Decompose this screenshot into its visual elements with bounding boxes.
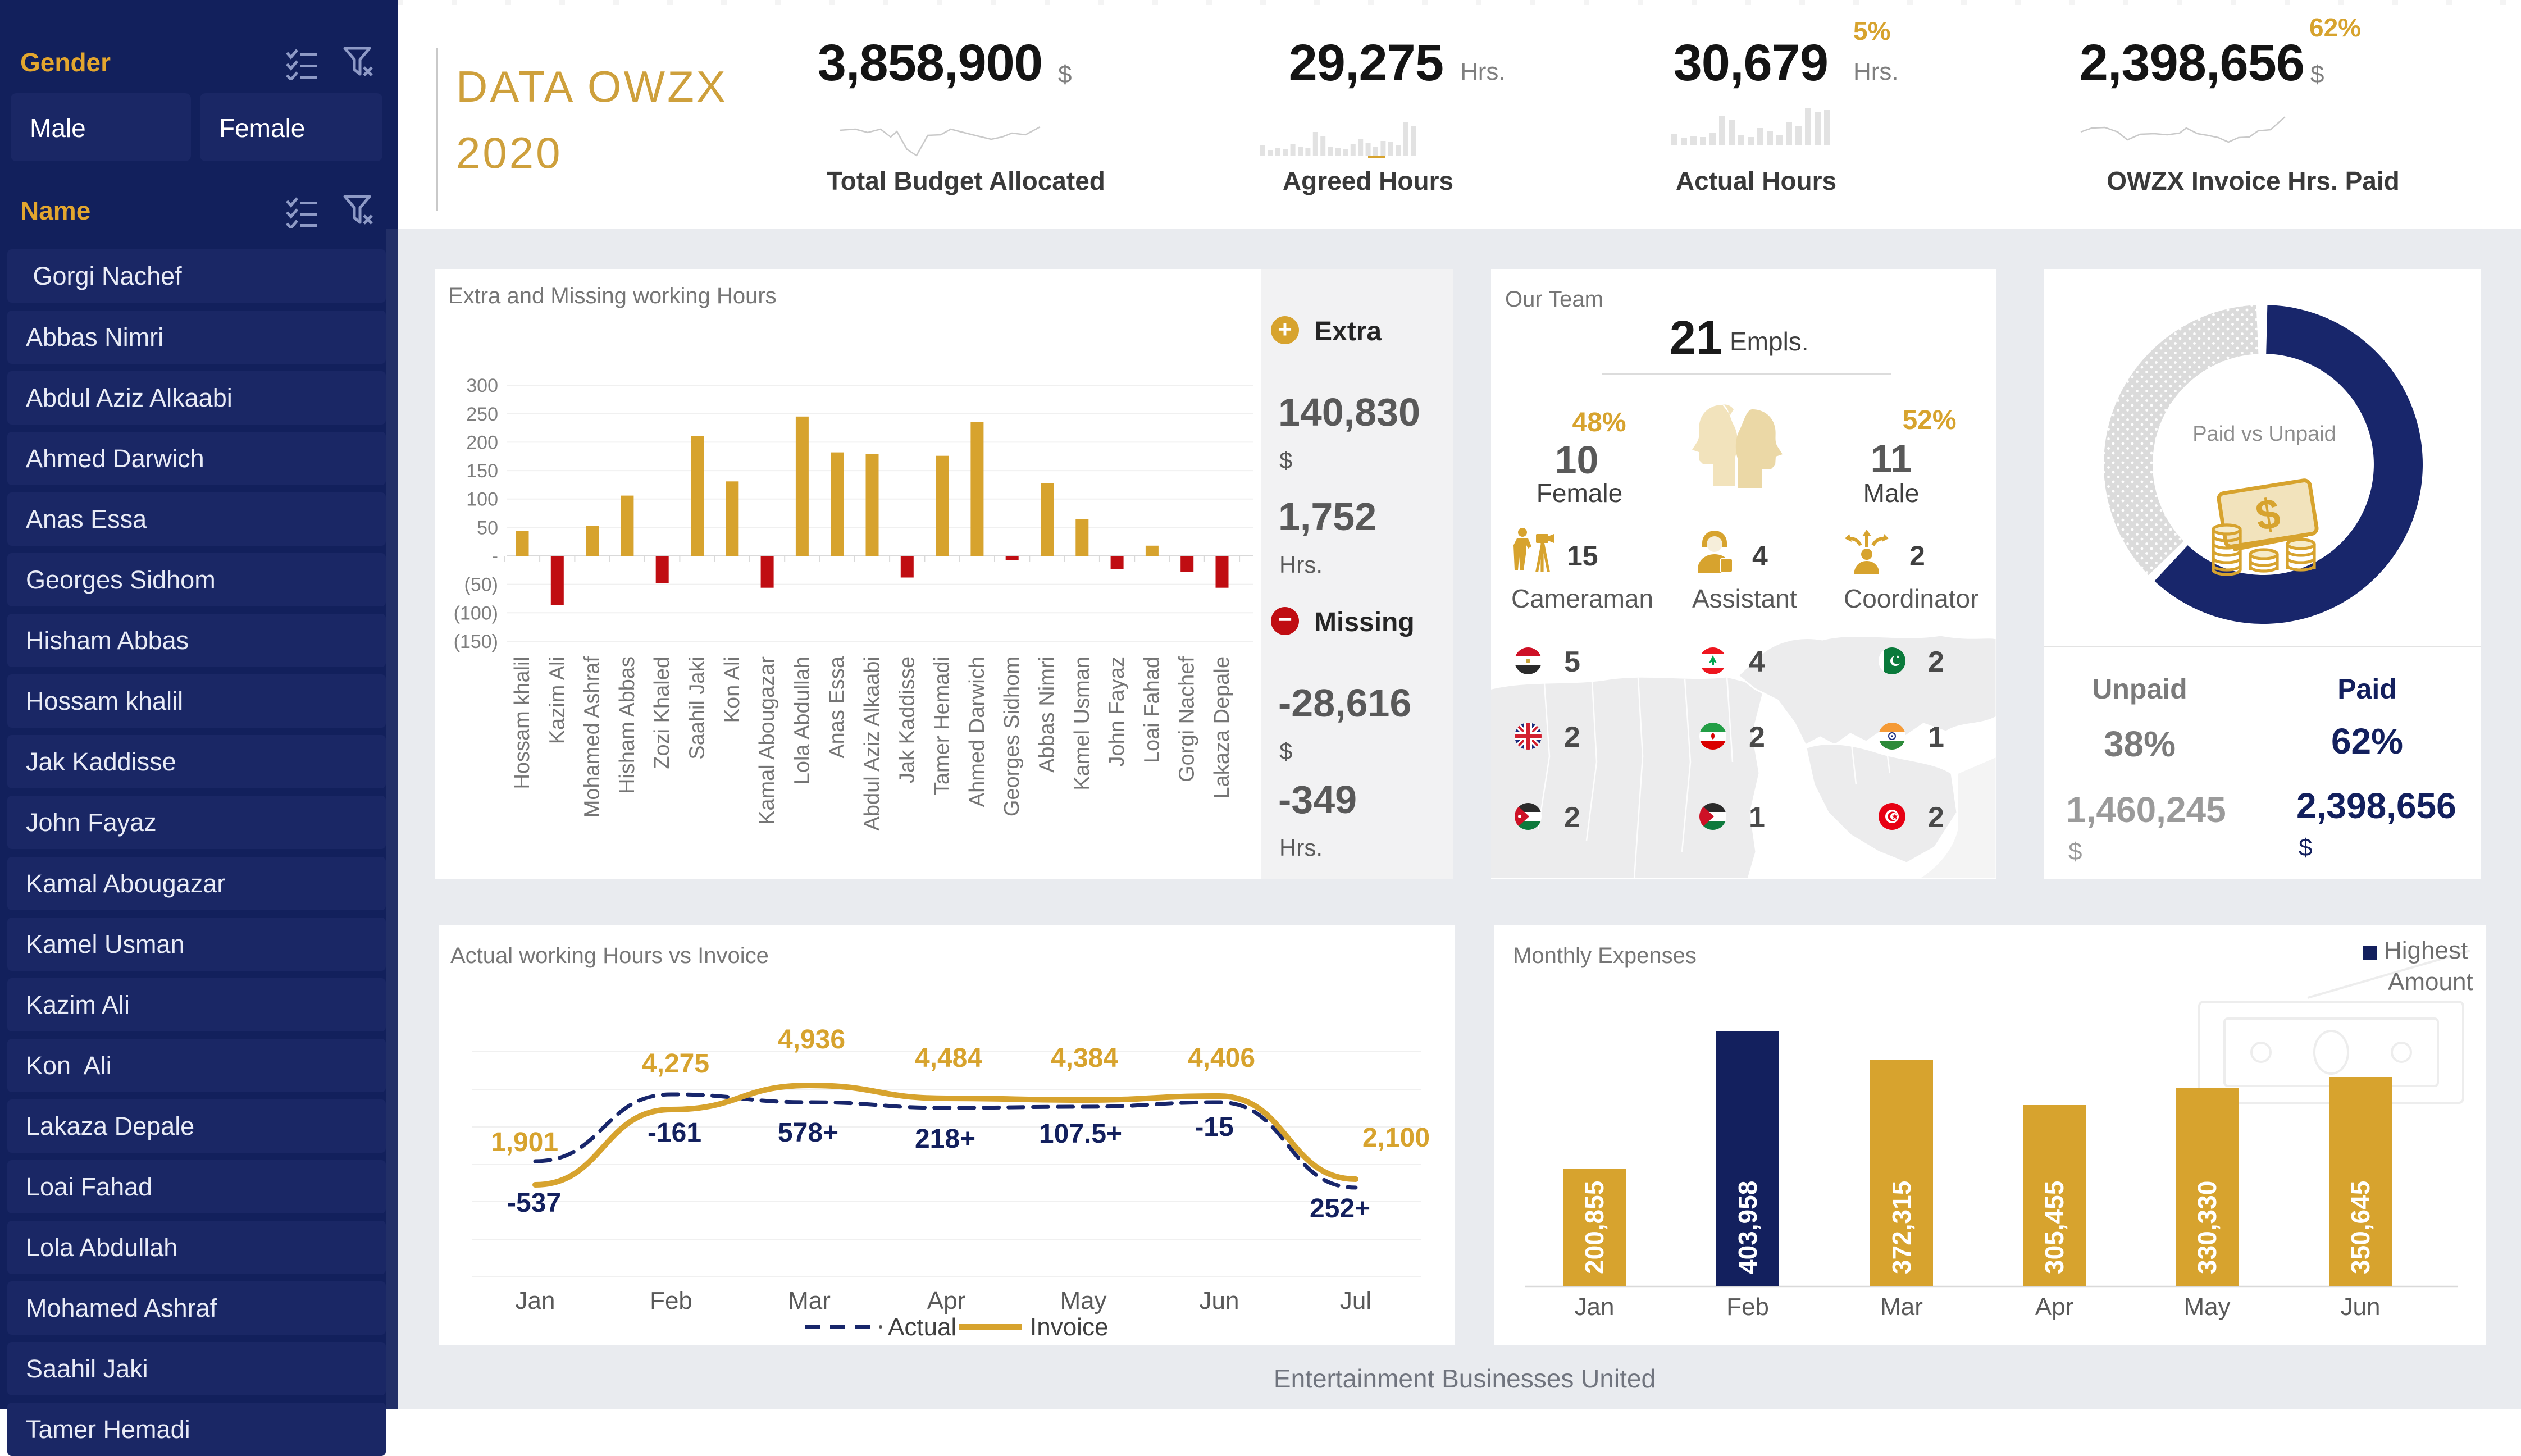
svg-text:4,406: 4,406 bbox=[1188, 1043, 1255, 1073]
svg-text:Anas Essa: Anas Essa bbox=[826, 656, 849, 759]
svg-text:200,855: 200,855 bbox=[1580, 1181, 1609, 1274]
svg-text:372,315: 372,315 bbox=[1887, 1181, 1916, 1274]
svg-text:(100): (100) bbox=[454, 603, 498, 624]
svg-text:Mar: Mar bbox=[1880, 1293, 1923, 1321]
svg-text:350,645: 350,645 bbox=[2346, 1181, 2375, 1274]
svg-text:330,330: 330,330 bbox=[2192, 1181, 2222, 1274]
svg-text:50: 50 bbox=[477, 517, 498, 538]
svg-text:Lola Abdullah: Lola Abdullah bbox=[790, 656, 814, 784]
svg-text:150: 150 bbox=[466, 460, 498, 482]
svg-text:(150): (150) bbox=[454, 631, 498, 652]
svg-text:John Fayaz: John Fayaz bbox=[1105, 656, 1129, 766]
svg-text:218+: 218+ bbox=[915, 1124, 975, 1154]
svg-text:Jan: Jan bbox=[1575, 1293, 1615, 1321]
svg-text:4,384: 4,384 bbox=[1051, 1043, 1118, 1073]
svg-text:-: - bbox=[492, 546, 498, 567]
svg-text:Hisham Abbas: Hisham Abbas bbox=[616, 656, 639, 794]
svg-text:Mar: Mar bbox=[788, 1287, 831, 1314]
svg-text:4,484: 4,484 bbox=[915, 1043, 982, 1073]
svg-text:Lakaza Depale: Lakaza Depale bbox=[1210, 656, 1234, 799]
svg-text:May: May bbox=[2183, 1293, 2230, 1321]
svg-text:-15: -15 bbox=[1195, 1112, 1233, 1142]
svg-text:Amount: Amount bbox=[2388, 968, 2473, 996]
svg-text:Actual: Actual bbox=[888, 1313, 956, 1341]
svg-text:Feb: Feb bbox=[650, 1287, 692, 1314]
svg-text:2,100: 2,100 bbox=[1362, 1123, 1430, 1153]
svg-text:100: 100 bbox=[466, 489, 498, 510]
svg-text:Abbas Nimri: Abbas Nimri bbox=[1036, 656, 1059, 773]
svg-text:305,455: 305,455 bbox=[2040, 1181, 2069, 1274]
svg-text:Zozi Khaled: Zozi Khaled bbox=[650, 656, 674, 769]
svg-text:Tamer Hemadi: Tamer Hemadi bbox=[931, 656, 954, 795]
svg-text:Georges Sidhom: Georges Sidhom bbox=[1000, 656, 1024, 816]
svg-text:Invoice: Invoice bbox=[1030, 1313, 1108, 1341]
svg-text:-537: -537 bbox=[507, 1188, 561, 1218]
svg-text:(50): (50) bbox=[464, 574, 498, 596]
svg-text:Hossam khalil: Hossam khalil bbox=[510, 656, 534, 789]
svg-text:-161: -161 bbox=[648, 1118, 701, 1148]
svg-text:Apr: Apr bbox=[2035, 1293, 2073, 1321]
svg-text:300: 300 bbox=[466, 375, 498, 396]
svg-text:May: May bbox=[1060, 1287, 1106, 1314]
svg-text:578+: 578+ bbox=[778, 1118, 838, 1148]
svg-text:Kamal Abougazar: Kamal Abougazar bbox=[755, 656, 779, 825]
svg-text:Kazim Ali: Kazim Ali bbox=[545, 656, 569, 744]
svg-text:Ahmed Darwich: Ahmed Darwich bbox=[965, 656, 989, 807]
svg-text:Highest: Highest bbox=[2384, 937, 2468, 964]
svg-text:Abdul Aziz Alkaabi: Abdul Aziz Alkaabi bbox=[860, 656, 884, 831]
svg-text:Jun: Jun bbox=[1200, 1287, 1239, 1314]
svg-text:252+: 252+ bbox=[1310, 1194, 1370, 1224]
svg-text:4,936: 4,936 bbox=[778, 1025, 845, 1055]
svg-text:Jak Kaddisse: Jak Kaddisse bbox=[895, 656, 919, 783]
svg-text:1,901: 1,901 bbox=[491, 1128, 558, 1157]
svg-text:Jan: Jan bbox=[516, 1287, 555, 1314]
svg-text:200: 200 bbox=[466, 432, 498, 453]
svg-text:Jul: Jul bbox=[1340, 1287, 1371, 1314]
svg-text:107.5+: 107.5+ bbox=[1039, 1119, 1122, 1149]
svg-text:Kamel Usman: Kamel Usman bbox=[1070, 656, 1094, 791]
svg-text:Jun: Jun bbox=[2341, 1293, 2381, 1321]
svg-text:403,958: 403,958 bbox=[1733, 1181, 1762, 1274]
svg-text:Apr: Apr bbox=[927, 1287, 965, 1314]
svg-text:Feb: Feb bbox=[1726, 1293, 1769, 1321]
svg-text:Mohamed Ashraf: Mohamed Ashraf bbox=[581, 656, 604, 818]
svg-text:Saahil Jaki: Saahil Jaki bbox=[686, 656, 709, 760]
svg-text:Loai Fahad: Loai Fahad bbox=[1140, 656, 1164, 763]
svg-text:4,275: 4,275 bbox=[642, 1049, 709, 1079]
svg-text:Gorgi Nachef: Gorgi Nachef bbox=[1175, 656, 1199, 782]
svg-text:Kon Ali: Kon Ali bbox=[721, 656, 744, 723]
svg-text:250: 250 bbox=[466, 404, 498, 425]
